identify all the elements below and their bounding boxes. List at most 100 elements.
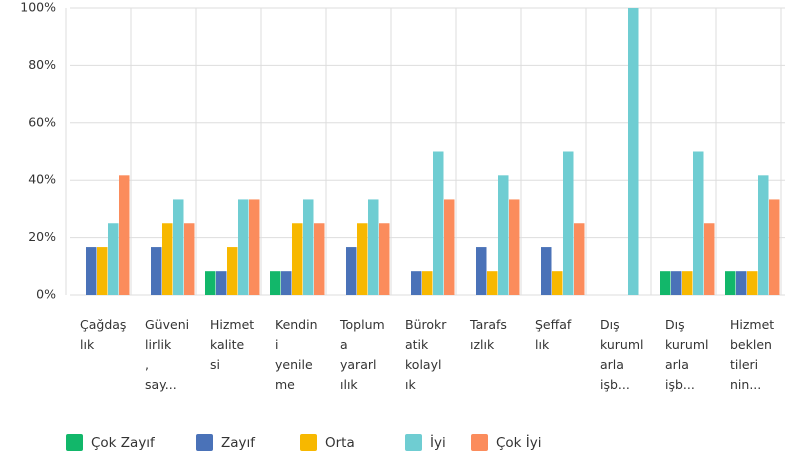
x-tick-label-line: Hizmet — [730, 317, 774, 332]
bar — [671, 271, 682, 295]
bar — [574, 223, 585, 295]
bar — [303, 199, 314, 295]
x-tick-label-line: tileri — [730, 357, 758, 372]
bar — [249, 199, 260, 295]
bar — [379, 223, 390, 295]
x-tick-label-line: si — [210, 357, 220, 372]
x-tick-label-line: işb... — [665, 377, 695, 392]
bar — [541, 247, 552, 295]
y-tick-label: 0% — [36, 287, 56, 302]
legend-label: Orta — [325, 435, 355, 451]
legend-swatch — [66, 434, 83, 451]
bar — [422, 271, 433, 295]
y-tick-label: 100% — [20, 0, 56, 15]
x-tick-label-line: yenile — [275, 357, 313, 372]
bar — [487, 271, 498, 295]
x-tick-label-line: Dış — [600, 317, 620, 332]
bar — [725, 271, 736, 295]
bar — [444, 199, 455, 295]
bar — [151, 247, 162, 295]
x-tick-label-line: Kendin — [275, 317, 318, 332]
x-tick-label-line: Bürokr — [405, 317, 447, 332]
bar — [498, 175, 509, 295]
x-tick-label-line: lık — [535, 337, 550, 352]
legend-swatch — [471, 434, 488, 451]
x-tick-label: Bürokr atik kolayl ık — [405, 317, 447, 392]
x-tick-label-line: say... — [145, 377, 177, 392]
bar — [660, 271, 671, 295]
x-tick-label-line: beklen — [730, 337, 772, 352]
x-tick-label: Toplum a yararl ılık — [339, 317, 385, 392]
y-tick-label: 40% — [28, 172, 56, 187]
x-tick-label: Güveni lirlik, say... — [145, 317, 189, 392]
x-tick-label-line: , — [145, 357, 149, 372]
y-tick-label: 20% — [28, 229, 56, 244]
bar — [433, 151, 444, 295]
bar — [184, 223, 195, 295]
legend-swatch — [405, 434, 422, 451]
x-tick-label-line: kuruml — [600, 337, 644, 352]
x-tick-label-line: Tarafs — [469, 317, 507, 332]
legend-swatch — [196, 434, 213, 451]
x-tick-label-line: Toplum — [339, 317, 385, 332]
x-tick-label-line: ızlık — [470, 337, 495, 352]
bar — [747, 271, 758, 295]
bar — [704, 223, 715, 295]
bar — [86, 247, 97, 295]
x-tick-label: Kendin i yenile me — [275, 317, 318, 392]
x-tick-label-line: nin... — [730, 377, 761, 392]
bar — [227, 247, 238, 295]
x-tick-label-line: kolayl — [405, 357, 441, 372]
x-tick-label: Şeffaf lık — [535, 317, 572, 352]
bar — [205, 271, 216, 295]
bar — [769, 199, 780, 295]
x-tick-label-line: kuruml — [665, 337, 709, 352]
x-tick-label-line: ılık — [340, 377, 358, 392]
x-tick-label-line: a — [340, 337, 348, 352]
bar — [552, 271, 563, 295]
bar — [476, 247, 487, 295]
x-tick-label-line: me — [275, 377, 295, 392]
x-tick-label-line: Hizmet — [210, 317, 254, 332]
legend-label: İyi — [430, 433, 446, 451]
bar — [563, 151, 574, 295]
bar — [346, 247, 357, 295]
bar — [108, 223, 119, 295]
x-tick-label-line: lirlik — [145, 337, 172, 352]
bar — [292, 223, 303, 295]
y-tick-label: 80% — [28, 57, 56, 72]
bar — [270, 271, 281, 295]
x-tick-label: Tarafs ızlık — [469, 317, 507, 352]
x-tick-label-line: kalite — [210, 337, 245, 352]
bar — [314, 223, 325, 295]
legend-swatch — [300, 434, 317, 451]
x-tick-label-line: Çağdaş — [80, 317, 126, 332]
bar — [509, 199, 520, 295]
x-tick-label-line: Güveni — [145, 317, 189, 332]
bar — [173, 199, 184, 295]
x-tick-label: Dış kuruml arla işb... — [665, 317, 709, 392]
x-tick-label: Hizmet kalite si — [210, 317, 254, 372]
x-tick-label-line: arla — [600, 357, 624, 372]
bar — [736, 271, 747, 295]
bar — [216, 271, 227, 295]
x-tick-label-line: lık — [80, 337, 95, 352]
x-tick-label-line: işb... — [600, 377, 630, 392]
y-tick-label: 60% — [28, 114, 56, 129]
bar — [357, 223, 368, 295]
bar — [411, 271, 422, 295]
bar — [119, 175, 130, 295]
x-tick-label-line: i — [275, 337, 278, 352]
bar — [162, 223, 173, 295]
x-tick-label-line: Şeffaf — [535, 317, 572, 332]
x-tick-label-line: atik — [405, 337, 429, 352]
bar — [682, 271, 693, 295]
bar — [693, 151, 704, 295]
bar — [368, 199, 379, 295]
x-tick-label-line: Dış — [665, 317, 685, 332]
legend-label: Çok İyi — [496, 433, 542, 451]
bar — [628, 8, 639, 295]
legend-label: Zayıf — [221, 435, 256, 451]
bar — [238, 199, 249, 295]
